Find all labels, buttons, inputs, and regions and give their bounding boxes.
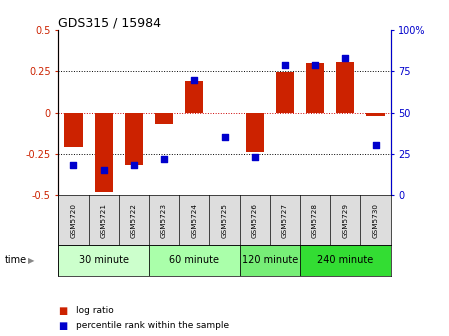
Bar: [336, 61, 354, 113]
Text: GSM5725: GSM5725: [221, 203, 228, 238]
Point: [130, 163, 137, 168]
Text: GSM5723: GSM5723: [161, 203, 167, 238]
Text: GSM5722: GSM5722: [131, 203, 137, 238]
Text: GSM5720: GSM5720: [70, 203, 76, 238]
Bar: [95, 113, 113, 192]
Bar: [125, 113, 143, 165]
Point: [251, 154, 258, 160]
Text: ■: ■: [58, 306, 68, 316]
Text: 240 minute: 240 minute: [317, 255, 374, 265]
Bar: [300, 245, 391, 276]
Point: [312, 62, 319, 68]
Point: [372, 143, 379, 148]
Text: log ratio: log ratio: [76, 306, 114, 315]
Text: 120 minute: 120 minute: [242, 255, 298, 265]
Text: GSM5730: GSM5730: [373, 203, 379, 238]
Text: GSM5726: GSM5726: [252, 203, 258, 238]
Bar: [366, 113, 385, 116]
Point: [282, 62, 289, 68]
Point: [221, 135, 228, 140]
Bar: [276, 72, 294, 113]
Text: GSM5728: GSM5728: [312, 203, 318, 238]
Bar: [155, 113, 173, 124]
Bar: [64, 113, 83, 147]
Bar: [58, 245, 149, 276]
Text: GSM5729: GSM5729: [342, 203, 348, 238]
Text: GSM5721: GSM5721: [101, 203, 107, 238]
Point: [342, 55, 349, 61]
Text: GSM5724: GSM5724: [191, 203, 197, 238]
Point: [70, 163, 77, 168]
Text: percentile rank within the sample: percentile rank within the sample: [76, 322, 229, 330]
Text: ▶: ▶: [28, 256, 35, 265]
Text: GSM5727: GSM5727: [282, 203, 288, 238]
Text: GDS315 / 15984: GDS315 / 15984: [58, 16, 161, 29]
Bar: [306, 63, 324, 113]
Bar: [185, 81, 203, 113]
Bar: [240, 245, 300, 276]
Bar: [149, 245, 240, 276]
Text: time: time: [4, 255, 26, 265]
Point: [160, 156, 167, 161]
Text: ■: ■: [58, 321, 68, 331]
Text: 60 minute: 60 minute: [169, 255, 219, 265]
Point: [100, 168, 107, 173]
Bar: [246, 113, 264, 152]
Text: 30 minute: 30 minute: [79, 255, 129, 265]
Point: [191, 77, 198, 82]
